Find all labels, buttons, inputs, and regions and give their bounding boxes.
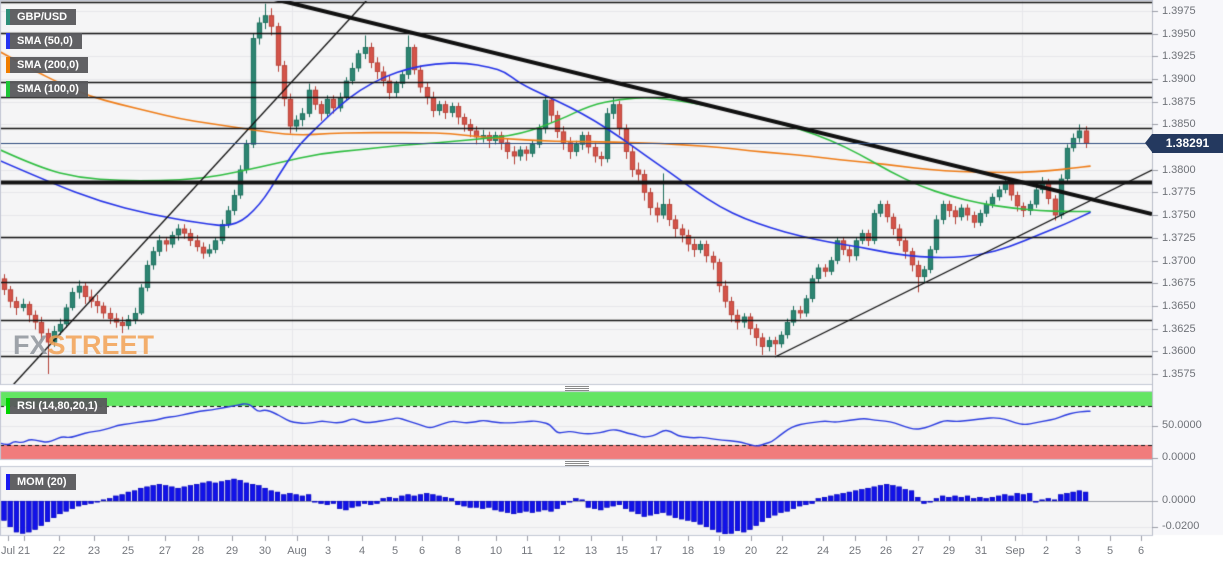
price-axis-label: 1.3700 bbox=[1162, 254, 1196, 267]
time-axis-label: 12 bbox=[552, 545, 566, 557]
price-axis-label: 1.3800 bbox=[1162, 163, 1196, 176]
time-axis-label: 21 bbox=[17, 545, 31, 557]
time-axis-label: Jul bbox=[0, 545, 16, 557]
time-axis-label: 20 bbox=[744, 545, 758, 557]
sma50-color-swatch bbox=[6, 33, 10, 49]
time-axis-label: 5 bbox=[391, 545, 399, 557]
time-axis-label: 27 bbox=[158, 545, 172, 557]
legend-symbol[interactable]: GBP/USD bbox=[6, 9, 77, 25]
mom-axis-label: -0.0200 bbox=[1162, 520, 1200, 532]
current-price-value: 1.38291 bbox=[1165, 136, 1210, 150]
time-axis-label: 18 bbox=[681, 545, 695, 557]
time-axis-label: 8 bbox=[454, 545, 462, 557]
time-axis-label: 25 bbox=[121, 545, 135, 557]
time-axis-label: 29 bbox=[942, 545, 956, 557]
time-axis-label: 22 bbox=[52, 545, 66, 557]
time-axis-label: 22 bbox=[775, 545, 789, 557]
time-axis-label: 3 bbox=[324, 545, 332, 557]
legend-sma50-label: SMA (50,0) bbox=[10, 33, 82, 49]
fxstreet-watermark: FXSTREET bbox=[13, 330, 154, 361]
time-axis-label: 23 bbox=[87, 545, 101, 557]
legend-sma100-label: SMA (100,0) bbox=[10, 81, 88, 97]
rsi-mom-splitter-handle[interactable] bbox=[565, 461, 589, 466]
time-axis-label: 31 bbox=[974, 545, 988, 557]
time-axis-label: 15 bbox=[615, 545, 629, 557]
price-axis-label: 1.3975 bbox=[1162, 4, 1196, 17]
price-axis-label: 1.3600 bbox=[1162, 344, 1196, 357]
symbol-color-swatch bbox=[6, 9, 10, 25]
rsi-axis-label: 50.0000 bbox=[1162, 419, 1202, 431]
rsi-label-text: RSI (14,80,20,1) bbox=[10, 398, 107, 414]
time-axis-label: 10 bbox=[489, 545, 503, 557]
time-axis-label: 25 bbox=[848, 545, 862, 557]
price-axis-label: 1.3950 bbox=[1162, 27, 1196, 40]
price-axis-label: 1.3750 bbox=[1162, 208, 1196, 221]
time-axis-label: 4 bbox=[358, 545, 366, 557]
price-axis-label: 1.3725 bbox=[1162, 231, 1196, 244]
time-axis-label: 13 bbox=[584, 545, 598, 557]
price-axis-label: 1.3900 bbox=[1162, 72, 1196, 85]
price-axis-label: 1.3925 bbox=[1162, 49, 1196, 62]
rsi-indicator-label[interactable]: RSI (14,80,20,1) bbox=[6, 398, 107, 414]
legend-sma200[interactable]: SMA (200,0) bbox=[6, 57, 88, 73]
watermark-fx: FX bbox=[13, 330, 48, 360]
price-axis-label: 1.3675 bbox=[1162, 276, 1196, 289]
mom-label-text: MOM (20) bbox=[10, 474, 76, 490]
time-axis-label: 19 bbox=[712, 545, 726, 557]
sma200-color-swatch bbox=[6, 57, 10, 73]
time-axis-label: 6 bbox=[418, 545, 426, 557]
time-axis-label: 24 bbox=[816, 545, 830, 557]
time-axis-label: 11 bbox=[521, 545, 533, 557]
price-axis-label: 1.3575 bbox=[1162, 367, 1196, 380]
legend-symbol-label: GBP/USD bbox=[10, 9, 77, 25]
time-axis-label: 26 bbox=[879, 545, 893, 557]
time-axis-label: 30 bbox=[258, 545, 272, 557]
mom-axis-label: 0.0000 bbox=[1162, 494, 1196, 506]
time-axis-label: 3 bbox=[1074, 545, 1082, 557]
current-price-badge: 1.38291 bbox=[1145, 134, 1223, 153]
watermark-street: STREET bbox=[47, 330, 155, 360]
rsi-axis-label: 0.0000 bbox=[1162, 451, 1196, 463]
time-axis-label: 17 bbox=[649, 545, 663, 557]
rsi-color-swatch bbox=[6, 398, 10, 414]
price-axis-label: 1.3850 bbox=[1162, 117, 1196, 130]
time-axis-label: 5 bbox=[1106, 545, 1114, 557]
legend-sma50[interactable]: SMA (50,0) bbox=[6, 33, 82, 49]
price-axis-label: 1.3775 bbox=[1162, 185, 1196, 198]
main-rsi-splitter-handle[interactable] bbox=[565, 386, 589, 391]
time-axis-label: 6 bbox=[1137, 545, 1145, 557]
price-axis-label: 1.3625 bbox=[1162, 322, 1196, 335]
legend-sma200-label: SMA (200,0) bbox=[10, 57, 88, 73]
time-axis-label: 27 bbox=[911, 545, 925, 557]
mom-color-swatch bbox=[6, 474, 10, 490]
legend-sma100[interactable]: SMA (100,0) bbox=[6, 81, 88, 97]
sma100-color-swatch bbox=[6, 81, 10, 97]
price-axis-label: 1.3650 bbox=[1162, 299, 1196, 312]
time-axis-label: 28 bbox=[191, 545, 205, 557]
price-axis-label: 1.3875 bbox=[1162, 95, 1196, 108]
mom-indicator-label[interactable]: MOM (20) bbox=[6, 474, 76, 490]
time-axis-label: Aug bbox=[287, 545, 307, 557]
time-axis-label: 2 bbox=[1042, 545, 1050, 557]
time-axis-label: 29 bbox=[225, 545, 239, 557]
time-axis-label: Sep bbox=[1005, 545, 1025, 557]
